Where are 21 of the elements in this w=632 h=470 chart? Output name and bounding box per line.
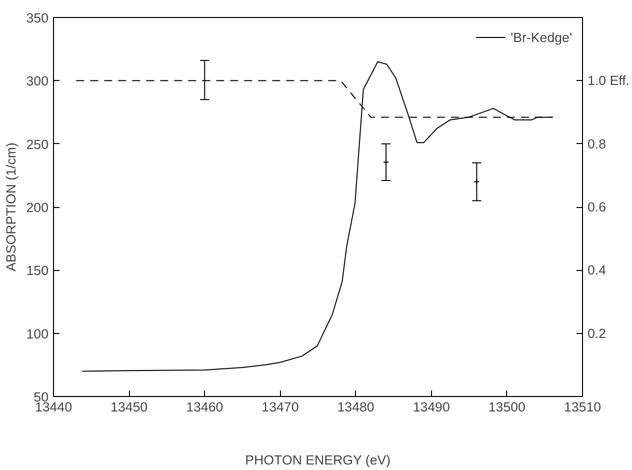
y2-tick-label: 0.8 — [588, 136, 606, 152]
y2-tick-label: 0.4 — [588, 262, 607, 278]
y-tick-label: 250 — [26, 136, 49, 152]
y2-tick-label: 0.2 — [588, 326, 606, 341]
x-tick-label: 13500 — [488, 400, 526, 414]
y-tick-label: 200 — [26, 200, 49, 215]
y2-tick-label: 1.0 Eff. — [588, 73, 630, 88]
legend-label: 'Br-Kedge' — [510, 30, 572, 44]
x-tick-label: 13490 — [412, 400, 450, 414]
y-tick-label: 350 — [26, 10, 49, 26]
y-tick-label: 100 — [26, 326, 49, 342]
x-axis-title: PHOTON ENERGY (eV) — [245, 452, 391, 468]
x-tick-label: 13510 — [564, 400, 602, 414]
y-tick-label: 300 — [26, 74, 49, 89]
x-tick-label: 13470 — [262, 400, 299, 414]
x-tick-label: 13450 — [110, 400, 148, 414]
y2-tick-label: 0.6 — [588, 200, 606, 214]
x-tick-label: 13480 — [337, 400, 374, 414]
x-tick-label: 13460 — [186, 400, 224, 414]
y-tick-label: 150 — [26, 263, 49, 278]
y-axis-title: ABSORPTION (1/cm) — [3, 142, 18, 272]
